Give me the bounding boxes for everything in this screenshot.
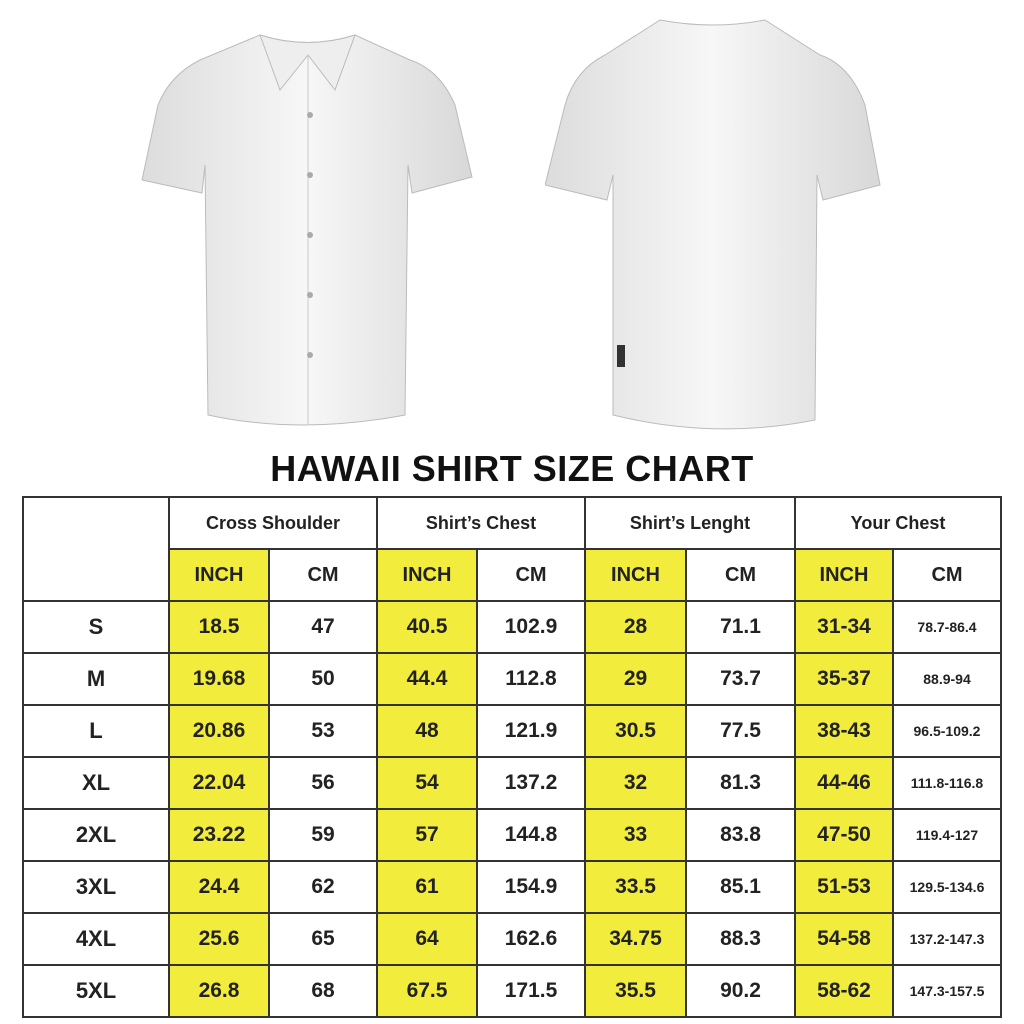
cross-shoulder-inch-cell: 22.04: [168, 756, 270, 810]
size-cell: 2XL: [22, 808, 170, 862]
table-row: 5XL 26.8 68 67.5 171.5 35.5 90.2 58-62 147.3-157…: [22, 964, 1002, 1018]
shirt-chest-inch-cell: 57: [376, 808, 478, 862]
shirt-length-inch-cell: 33: [584, 808, 687, 862]
your-chest-inch-cell: 38-43: [794, 704, 894, 758]
your-chest-cm-cell: 111.8-116.8: [892, 756, 1002, 810]
unit-cm: CM: [685, 548, 796, 602]
size-chart-table: Cross Shoulder Shirt’s Chest Shirt’s Len…: [22, 496, 1002, 1018]
shirt-chest-cm-cell: 144.8: [476, 808, 586, 862]
your-chest-inch-cell: 44-46: [794, 756, 894, 810]
your-chest-inch-cell: 58-62: [794, 964, 894, 1018]
shirt-chest-cm-cell: 112.8: [476, 652, 586, 706]
cross-shoulder-inch-cell: 23.22: [168, 808, 270, 862]
your-chest-cm-cell: 78.7-86.4: [892, 600, 1002, 654]
table-row: 3XL 24.4 62 61 154.9 33.5 85.1 51-53 129.5-134.6: [22, 860, 1002, 914]
size-cell: S: [22, 600, 170, 654]
shirt-length-cm-cell: 90.2: [685, 964, 796, 1018]
table-row: XL 22.04 56 54 137.2 32 81.3 44-46 111.8-116.8: [22, 756, 1002, 810]
corner-cell: [22, 496, 170, 602]
shirt-chest-inch-cell: 44.4: [376, 652, 478, 706]
shirt-chest-inch-cell: 61: [376, 860, 478, 914]
shirt-length-inch-cell: 34.75: [584, 912, 687, 966]
table-row: L 20.86 53 48 121.9 30.5 77.5 38-43 96.5-109.2: [22, 704, 1002, 758]
unit-inch: INCH: [168, 548, 270, 602]
shirt-length-cm-cell: 83.8: [685, 808, 796, 862]
cross-shoulder-inch-cell: 26.8: [168, 964, 270, 1018]
shirt-chest-cm-cell: 102.9: [476, 600, 586, 654]
table-row: 2XL 23.22 59 57 144.8 33 83.8 47-50 119.4-127: [22, 808, 1002, 862]
cross-shoulder-inch-cell: 20.86: [168, 704, 270, 758]
unit-cm: CM: [268, 548, 378, 602]
size-cell: 4XL: [22, 912, 170, 966]
shirt-length-inch-cell: 33.5: [584, 860, 687, 914]
group-header-shirt-length: Shirt’s Lenght: [584, 496, 796, 550]
your-chest-cm-cell: 96.5-109.2: [892, 704, 1002, 758]
shirt-front-image: [141, 34, 473, 426]
size-cell: L: [22, 704, 170, 758]
unit-cm: CM: [476, 548, 586, 602]
shirt-chest-cm-cell: 154.9: [476, 860, 586, 914]
your-chest-cm-cell: 137.2-147.3: [892, 912, 1002, 966]
shirt-length-cm-cell: 81.3: [685, 756, 796, 810]
size-cell: XL: [22, 756, 170, 810]
shirt-chest-inch-cell: 54: [376, 756, 478, 810]
size-cell: M: [22, 652, 170, 706]
table-row: 4XL 25.6 65 64 162.6 34.75 88.3 54-58 137.2-147.…: [22, 912, 1002, 966]
shirt-length-inch-cell: 35.5: [584, 964, 687, 1018]
size-cell: 5XL: [22, 964, 170, 1018]
shirt-chest-cm-cell: 137.2: [476, 756, 586, 810]
cross-shoulder-cm-cell: 56: [268, 756, 378, 810]
cross-shoulder-cm-cell: 68: [268, 964, 378, 1018]
unit-inch: INCH: [794, 548, 894, 602]
your-chest-inch-cell: 51-53: [794, 860, 894, 914]
shirt-length-inch-cell: 29: [584, 652, 687, 706]
cross-shoulder-cm-cell: 59: [268, 808, 378, 862]
your-chest-inch-cell: 31-34: [794, 600, 894, 654]
table-row: M 19.68 50 44.4 112.8 29 73.7 35-37 88.9-94: [22, 652, 1002, 706]
unit-inch: INCH: [376, 548, 478, 602]
shirt-length-inch-cell: 28: [584, 600, 687, 654]
your-chest-cm-cell: 129.5-134.6: [892, 860, 1002, 914]
shirt-chest-inch-cell: 64: [376, 912, 478, 966]
group-header-cross-shoulder: Cross Shoulder: [168, 496, 378, 550]
your-chest-inch-cell: 35-37: [794, 652, 894, 706]
your-chest-inch-cell: 47-50: [794, 808, 894, 862]
your-chest-cm-cell: 147.3-157.5: [892, 964, 1002, 1018]
your-chest-cm-cell: 119.4-127: [892, 808, 1002, 862]
shirt-length-cm-cell: 71.1: [685, 600, 796, 654]
unit-inch: INCH: [584, 548, 687, 602]
cross-shoulder-cm-cell: 53: [268, 704, 378, 758]
size-cell: 3XL: [22, 860, 170, 914]
shirt-length-cm-cell: 73.7: [685, 652, 796, 706]
table-row: S 18.5 47 40.5 102.9 28 71.1 31-34 78.7-86.4: [22, 600, 1002, 654]
shirt-chest-inch-cell: 48: [376, 704, 478, 758]
shirt-chest-cm-cell: 171.5: [476, 964, 586, 1018]
shirt-length-inch-cell: 32: [584, 756, 687, 810]
shirt-length-cm-cell: 77.5: [685, 704, 796, 758]
shirt-chest-inch-cell: 40.5: [376, 600, 478, 654]
cross-shoulder-cm-cell: 65: [268, 912, 378, 966]
cross-shoulder-inch-cell: 24.4: [168, 860, 270, 914]
shirt-back-image: [545, 19, 881, 430]
cross-shoulder-cm-cell: 62: [268, 860, 378, 914]
cross-shoulder-inch-cell: 19.68: [168, 652, 270, 706]
group-header-your-chest: Your Chest: [794, 496, 1002, 550]
your-chest-cm-cell: 88.9-94: [892, 652, 1002, 706]
cross-shoulder-inch-cell: 25.6: [168, 912, 270, 966]
shirt-chest-cm-cell: 162.6: [476, 912, 586, 966]
cross-shoulder-cm-cell: 50: [268, 652, 378, 706]
cross-shoulder-cm-cell: 47: [268, 600, 378, 654]
shirt-chest-cm-cell: 121.9: [476, 704, 586, 758]
shirt-length-cm-cell: 85.1: [685, 860, 796, 914]
cross-shoulder-inch-cell: 18.5: [168, 600, 270, 654]
group-header-shirt-chest: Shirt’s Chest: [376, 496, 586, 550]
shirt-length-cm-cell: 88.3: [685, 912, 796, 966]
your-chest-inch-cell: 54-58: [794, 912, 894, 966]
unit-cm: CM: [892, 548, 1002, 602]
shirt-length-inch-cell: 30.5: [584, 704, 687, 758]
chart-title: HAWAII SHIRT SIZE CHART: [270, 448, 754, 489]
shirt-chest-inch-cell: 67.5: [376, 964, 478, 1018]
